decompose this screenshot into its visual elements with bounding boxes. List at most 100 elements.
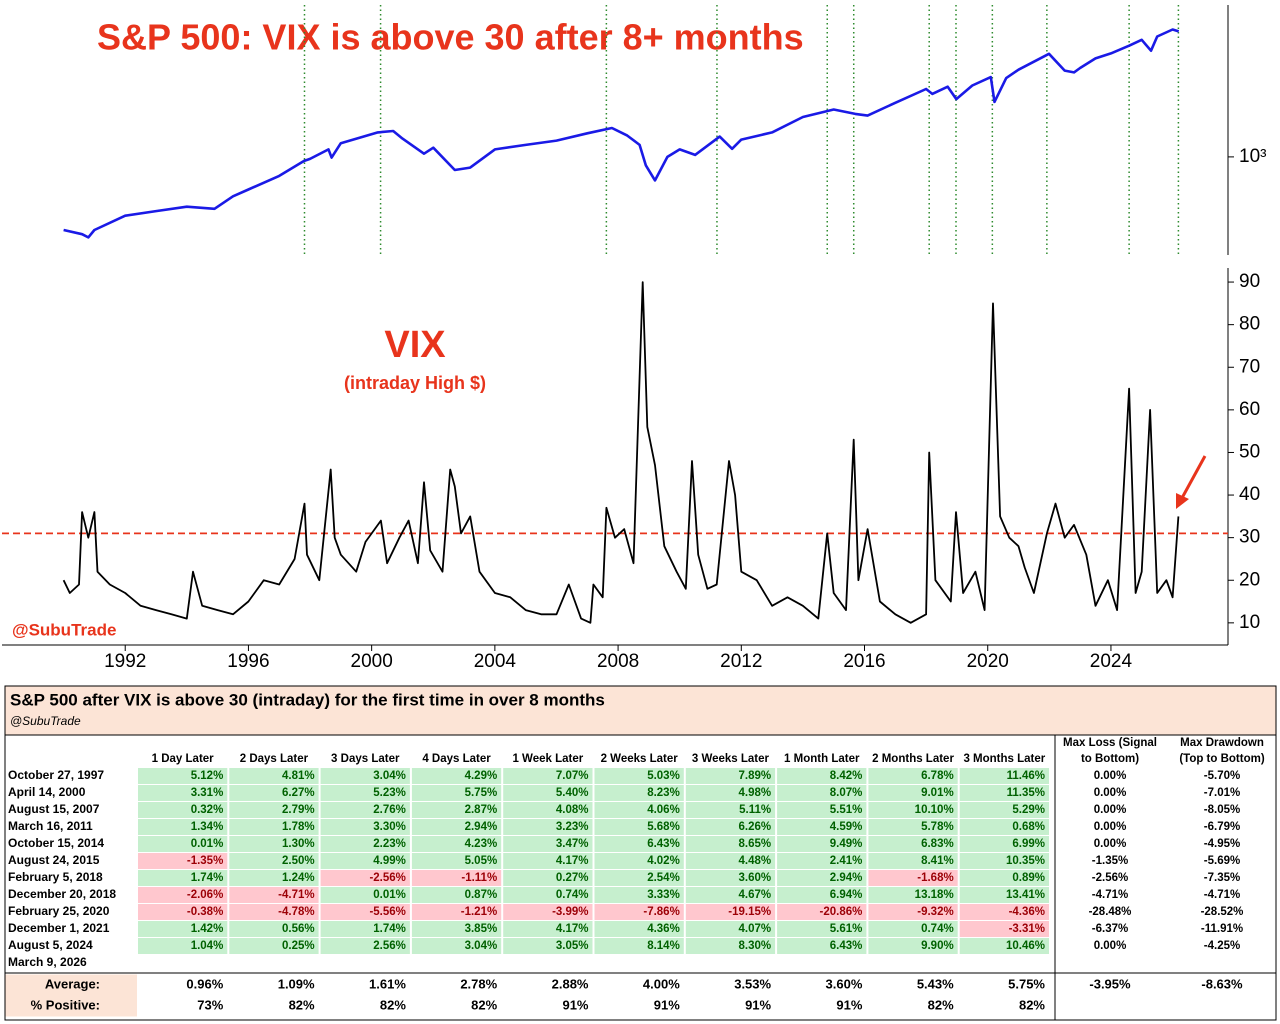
- column-header: 2 Months Later: [872, 753, 954, 765]
- table: 1 Day Later 2 Days Later 3 Days Later 4 Day…: [5, 737, 1265, 1017]
- cell: 2.94%: [465, 821, 498, 833]
- cell: 3.31%: [191, 787, 224, 799]
- cell-bg: [594, 921, 684, 937]
- cell-bg: [685, 938, 776, 954]
- cell: -4.71%: [1204, 889, 1240, 901]
- summary-label: % Positive:: [31, 997, 100, 1012]
- cell-bg: [594, 836, 684, 852]
- cell: 3.04%: [465, 940, 498, 952]
- cell-bg: [868, 887, 958, 903]
- cell: -9.32%: [917, 906, 953, 918]
- cell-bg: [229, 785, 319, 801]
- column-header: Max Loss (Signal: [1063, 737, 1157, 749]
- cell-bg: [777, 802, 867, 818]
- cell: 91%: [745, 997, 771, 1012]
- cell: 4.17%: [556, 923, 589, 935]
- cell: -4.25%: [1204, 940, 1240, 952]
- cell-bg: [868, 870, 958, 886]
- cell: 8.65%: [738, 838, 771, 850]
- cell: 13.18%: [915, 889, 954, 901]
- cell: 4.00%: [643, 976, 680, 991]
- cell: 5.78%: [921, 821, 954, 833]
- cell-bg: [411, 819, 502, 835]
- cell-bg: [777, 904, 867, 920]
- cell: 82%: [289, 997, 315, 1012]
- row-label: December 20, 2018: [8, 887, 116, 901]
- cell: -28.52%: [1201, 906, 1244, 918]
- cell: 2.76%: [373, 804, 406, 816]
- cell: 82%: [928, 997, 954, 1012]
- cell-bg: [411, 921, 502, 937]
- cell-bg: [777, 887, 867, 903]
- column-header: 1 Month Later: [784, 753, 860, 765]
- cell-bg: [503, 802, 593, 818]
- cell-bg: [959, 768, 1049, 784]
- cell: 5.75%: [465, 787, 498, 799]
- column-header: to Bottom): [1081, 753, 1139, 765]
- y-tick-label: 50: [1239, 441, 1260, 462]
- cell: -3.99%: [552, 906, 588, 918]
- cell-bg: [229, 870, 319, 886]
- y-tick-label: 60: [1239, 399, 1260, 420]
- cell: 5.29%: [1012, 804, 1045, 816]
- cell: 9.49%: [830, 838, 863, 850]
- cell-bg: [685, 802, 776, 818]
- cell: 82%: [471, 997, 497, 1012]
- cell-bg: [959, 819, 1049, 835]
- cell-bg: [411, 802, 502, 818]
- cell-bg: [868, 785, 958, 801]
- column-header: 3 Days Later: [331, 753, 400, 765]
- cell-bg: [868, 938, 958, 954]
- cell: 0.87%: [465, 889, 498, 901]
- cell-bg: [320, 802, 410, 818]
- cell: 3.23%: [556, 821, 589, 833]
- cell: 0.00%: [1094, 770, 1127, 782]
- cell: -1.35%: [187, 855, 223, 867]
- row-label: February 25, 2020: [8, 904, 110, 918]
- cell: 13.41%: [1006, 889, 1045, 901]
- cell: 0.01%: [373, 889, 406, 901]
- cell-bg: [138, 921, 228, 937]
- cell: -2.56%: [369, 872, 405, 884]
- cell: 4.98%: [738, 787, 771, 799]
- cell-bg: [411, 785, 502, 801]
- x-tick-label: 2024: [1090, 651, 1133, 672]
- cell: 0.56%: [282, 923, 315, 935]
- cell: 1.78%: [282, 821, 315, 833]
- cell-bg: [503, 785, 593, 801]
- cell: 5.03%: [647, 770, 680, 782]
- y-tick-label: 80: [1239, 314, 1260, 335]
- column-header: Max Drawdown: [1180, 737, 1264, 749]
- cell: 5.43%: [917, 976, 954, 991]
- cell: 0.01%: [191, 838, 224, 850]
- summary-label: Average:: [45, 976, 100, 991]
- cell: -7.01%: [1204, 787, 1240, 799]
- cell: 8.41%: [921, 855, 954, 867]
- cell-bg: [503, 853, 593, 869]
- cell: 5.51%: [830, 804, 863, 816]
- cell: -1.11%: [461, 872, 497, 884]
- column-header: 2 Weeks Later: [601, 753, 679, 765]
- cell: 8.07%: [830, 787, 863, 799]
- cell: 8.42%: [830, 770, 863, 782]
- cell: 4.08%: [556, 804, 589, 816]
- y-tick-label: 10³: [1239, 146, 1266, 167]
- cell-bg: [411, 853, 502, 869]
- cell: 4.07%: [738, 923, 771, 935]
- cell: 0.00%: [1094, 838, 1127, 850]
- cell-bg: [685, 819, 776, 835]
- cell: -7.86%: [643, 906, 679, 918]
- cell-bg: [868, 836, 958, 852]
- cell-bg: [777, 938, 867, 954]
- cell-bg: [229, 768, 319, 784]
- cell: -3.31%: [1009, 923, 1045, 935]
- cell: 0.68%: [1012, 821, 1045, 833]
- table-header-band: [5, 686, 1276, 735]
- cell: 1.34%: [191, 821, 224, 833]
- cell: 1.04%: [191, 940, 224, 952]
- cell-bg: [503, 819, 593, 835]
- cell: 10.46%: [1006, 940, 1045, 952]
- cell: 5.05%: [465, 855, 498, 867]
- cell-bg: [594, 938, 684, 954]
